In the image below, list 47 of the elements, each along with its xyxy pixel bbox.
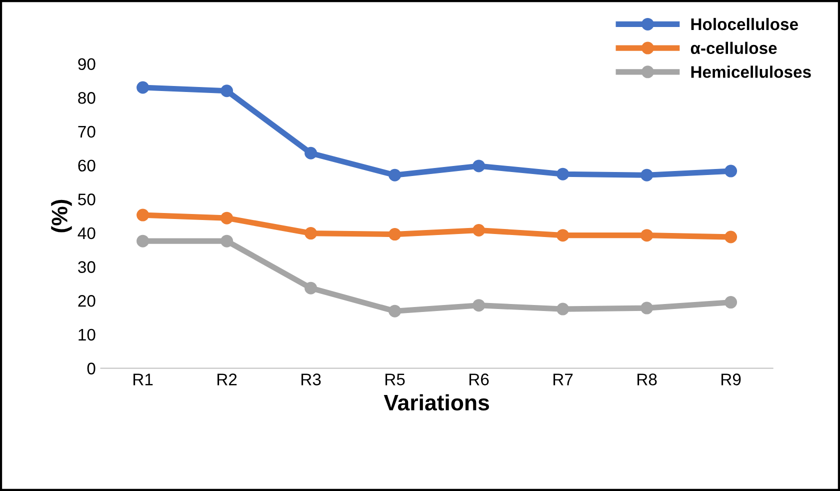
y-axis-title: (%) <box>51 200 72 232</box>
point <box>556 229 570 242</box>
x-tick-label: R3 <box>302 374 321 386</box>
point <box>220 234 234 248</box>
point <box>136 234 150 248</box>
point <box>220 212 234 224</box>
point <box>388 168 402 182</box>
point <box>388 304 402 318</box>
point <box>220 84 234 98</box>
x-tick-label: R2 <box>218 374 237 386</box>
point <box>724 164 738 178</box>
y-tick-label: 50 <box>78 194 96 206</box>
y-tick-label: 20 <box>78 295 96 307</box>
point <box>388 228 402 241</box>
point <box>556 168 570 180</box>
point <box>640 302 654 314</box>
y-tick-label: 0 <box>87 362 96 374</box>
point <box>640 168 654 182</box>
point <box>640 229 654 242</box>
point <box>724 296 738 309</box>
point <box>472 160 486 172</box>
legend-label: Holocellulose <box>691 18 798 30</box>
point <box>472 224 486 236</box>
point <box>136 81 150 94</box>
x-tick-label: R9 <box>722 374 741 386</box>
legend-label: Hemicelluloses <box>691 66 811 78</box>
y-tick-label: 60 <box>78 160 96 172</box>
point <box>304 282 318 294</box>
point <box>304 227 318 240</box>
point <box>724 230 738 244</box>
y-tick-label: 10 <box>78 328 96 341</box>
y-tick-label: 70 <box>78 126 96 138</box>
y-tick-label: 90 <box>78 58 96 70</box>
point <box>556 302 570 316</box>
y-tick-label: 40 <box>78 227 96 240</box>
y-tick-label: 80 <box>78 92 96 104</box>
y-tick-label: 30 <box>78 261 96 273</box>
x-tick-label: R7 <box>554 374 573 386</box>
legend-label: α-cellulose <box>690 42 777 54</box>
point <box>136 208 150 222</box>
x-tick-label: R8 <box>638 374 657 386</box>
x-axis-title: Variations <box>384 394 490 411</box>
x-tick-label: R5 <box>386 374 405 386</box>
point <box>472 299 486 312</box>
x-tick-label: R6 <box>470 374 489 386</box>
point <box>304 146 318 160</box>
x-tick-label: R1 <box>134 374 153 386</box>
